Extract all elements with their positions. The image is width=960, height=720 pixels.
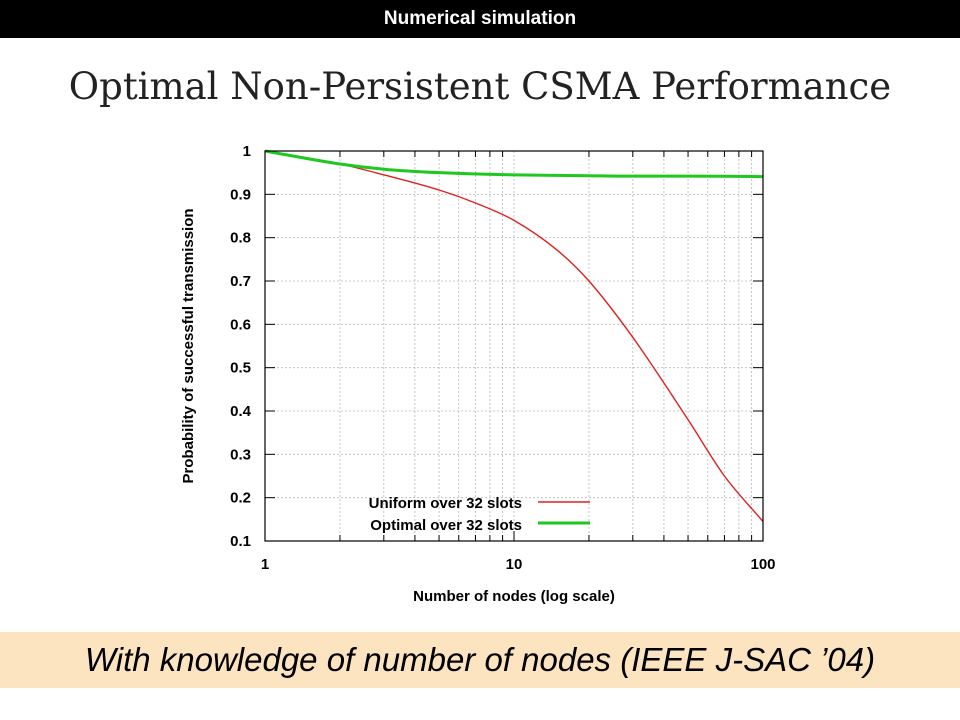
y-tick-label: 0.2 <box>230 490 251 507</box>
y-tick-label: 0.1 <box>230 533 251 550</box>
y-tick-label: 0.5 <box>230 360 251 377</box>
slide-title: Optimal Non-Persistent CSMA Performance <box>68 65 892 108</box>
y-tick-label: 0.9 <box>230 186 251 203</box>
y-axis-label: Probability of successful transmission <box>180 208 197 483</box>
series-layer <box>264 149 764 522</box>
x-tick-label: 1 <box>261 556 269 573</box>
plot-frame <box>264 150 764 542</box>
grid-layer <box>265 151 763 541</box>
series-line-optimal <box>264 149 764 179</box>
y-tick-label: 0.6 <box>230 316 251 333</box>
banner-text: Numerical simulation <box>383 8 577 29</box>
x-tick-label: 100 <box>750 556 775 573</box>
x-axis-label: Number of nodes (log scale) <box>413 588 615 605</box>
footer-note: With knowledge of number of nodes (IEEE … <box>0 632 960 688</box>
legend-label-optimal: Optimal over 32 slots <box>370 517 522 534</box>
tick-layer: 1 10 100 0.1 0.2 0.3 0.4 0.5 0.6 0.7 0.8 0.9 1 <box>230 143 775 573</box>
footer-text: With knowledge of number of nodes (IEEE … <box>84 641 876 678</box>
y-tick-label: 0.4 <box>230 403 252 420</box>
series-line-uniform <box>264 150 764 522</box>
x-tick-label: 10 <box>506 556 523 573</box>
y-tick-label: 0.7 <box>230 273 251 290</box>
y-tick-label: 1 <box>243 143 251 160</box>
legend-label-uniform: Uniform over 32 slots <box>369 495 522 512</box>
top-banner: Numerical simulation <box>0 0 960 38</box>
y-tick-label: 0.3 <box>230 446 251 463</box>
legend: Uniform over 32 slots Optimal over 32 sl… <box>369 495 590 534</box>
y-tick-label: 0.8 <box>230 230 251 247</box>
